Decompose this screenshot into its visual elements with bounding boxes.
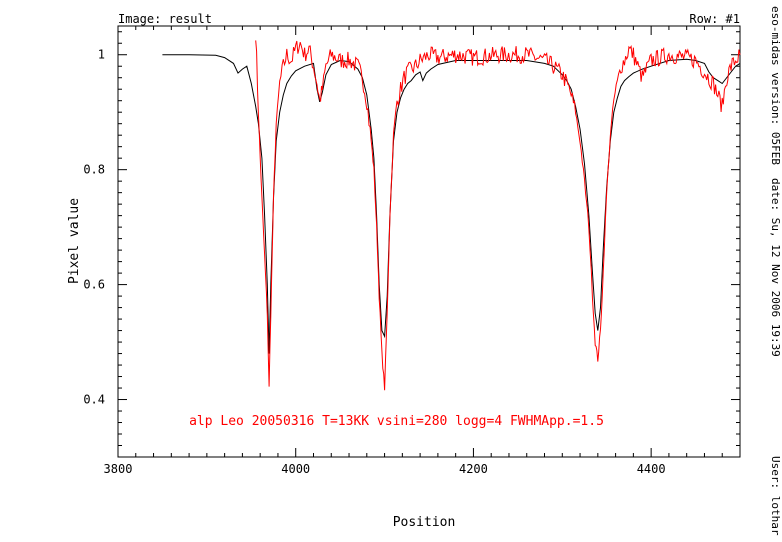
plot-frame [117, 25, 741, 458]
y-tick-label: 0.8 [83, 163, 105, 177]
row-label: Row: #1 [689, 12, 740, 26]
plot-date: date: Su, 12 Nov 2006 19:39 [769, 178, 782, 357]
x-tick-label: 4000 [281, 462, 310, 476]
x-tick-label: 3800 [104, 462, 133, 476]
midas-version: eso-midas version: 05FEB [769, 6, 782, 165]
x-axis-label: Position [393, 515, 456, 530]
spectrum-annotation: alp Leo 20050316 T=13KK vsini=280 logg=4… [189, 414, 604, 429]
model-spectrum-line [162, 54, 741, 354]
y-tick-label: 1 [98, 48, 105, 62]
y-tick-label: 0.6 [83, 278, 105, 292]
y-axis-label: Pixel value [67, 198, 82, 284]
observed-spectrum-line [255, 40, 741, 391]
x-tick-label: 4400 [637, 462, 666, 476]
user-name: User: lothar [769, 456, 782, 536]
y-tick-label: 0.4 [83, 393, 105, 407]
axis-ticks [117, 26, 741, 458]
image-label: Image: result [118, 12, 212, 26]
series-layer [162, 40, 741, 391]
tick-labels: 3800 4000 4200 4400 0.4 0.6 0.8 1 [83, 48, 665, 476]
x-tick-label: 4200 [459, 462, 488, 476]
